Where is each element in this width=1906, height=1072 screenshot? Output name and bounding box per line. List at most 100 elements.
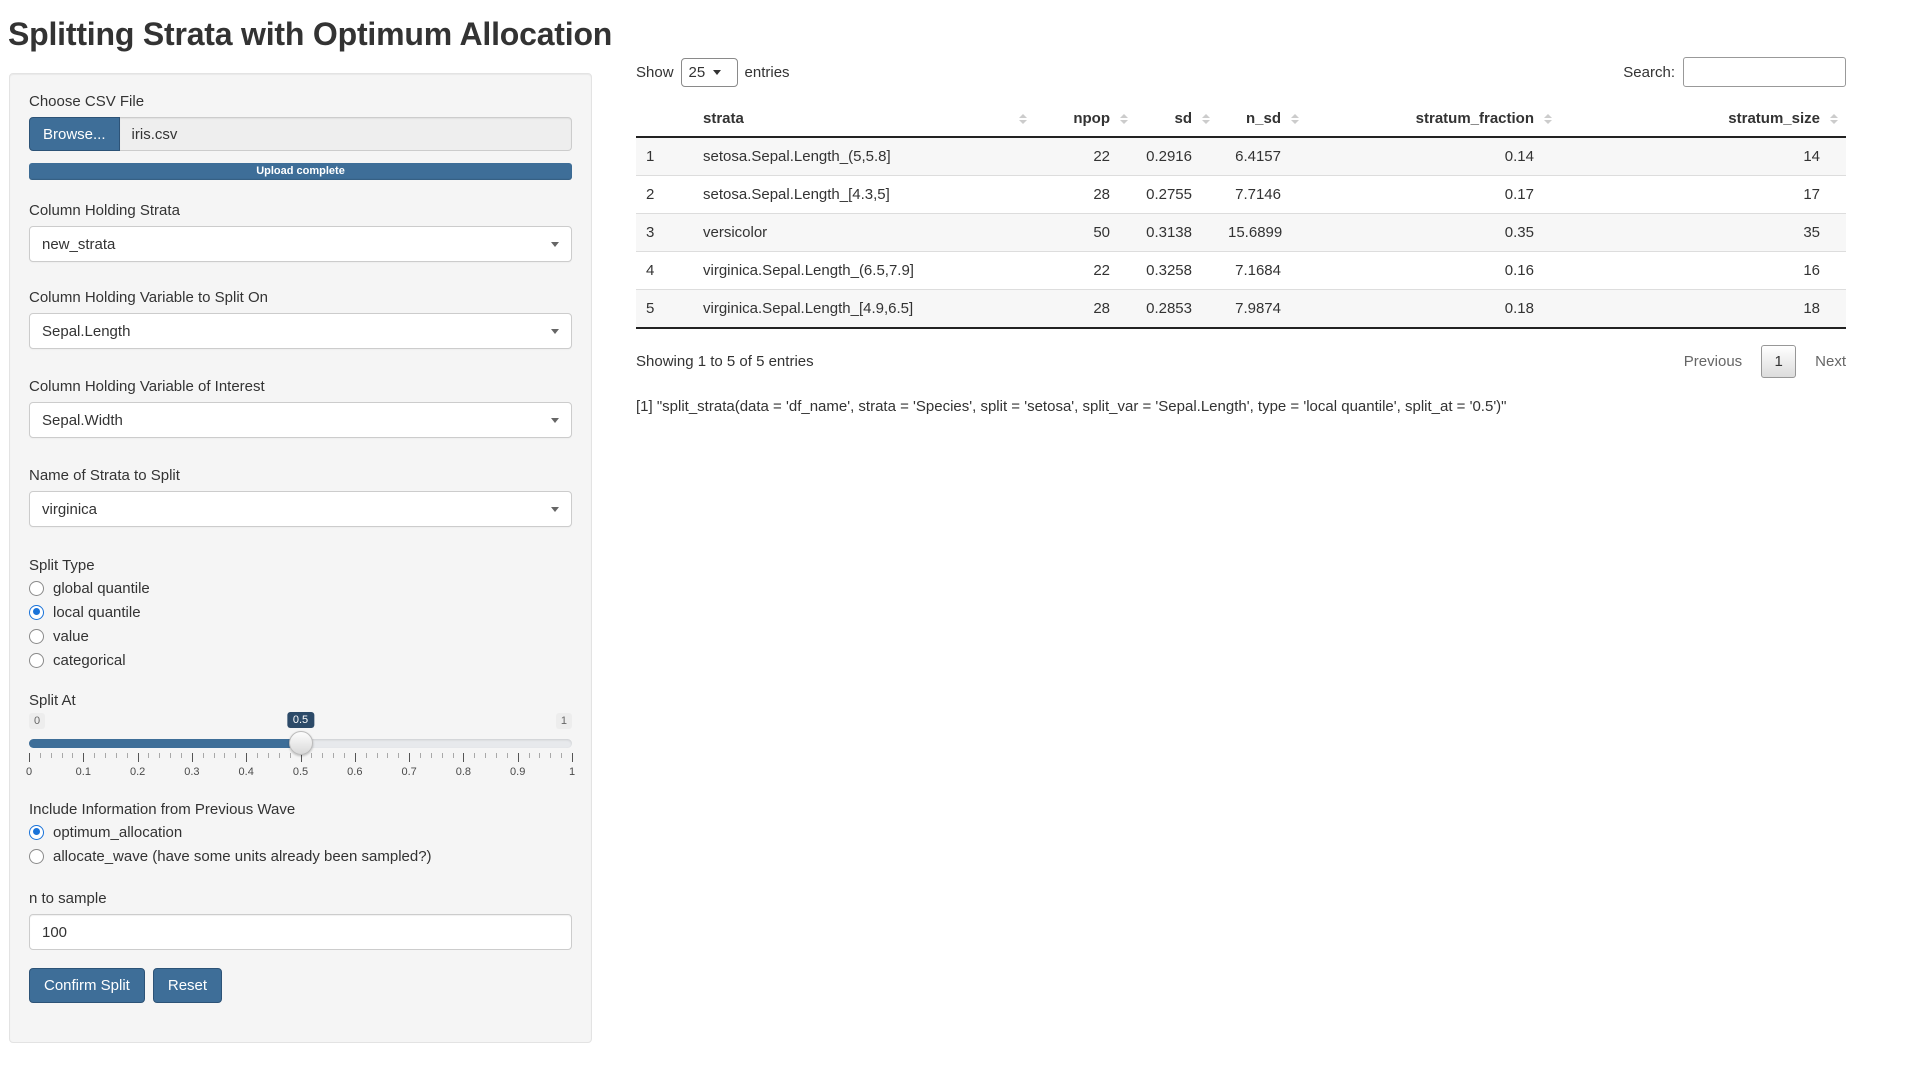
radio-icon[interactable] (29, 824, 44, 840)
slider-tick (213, 753, 215, 758)
slider-tick (159, 753, 161, 758)
radio-icon[interactable] (29, 604, 44, 620)
console-output: [1] "split_strata(data = 'df_name', stra… (636, 398, 1507, 415)
table-row: 1 setosa.Sepal.Length_(5,5.8] 22 0.2916 6.41… (636, 137, 1846, 176)
file-upload-label: Choose CSV File (29, 93, 145, 110)
slider-tick (528, 753, 530, 758)
row-index-cell: 2 (646, 186, 655, 203)
table-cell: setosa.Sepal.Length_(5,5.8] (703, 148, 891, 165)
slider-tick (148, 753, 150, 758)
column-header-stratum-size[interactable]: stratum_size (1560, 101, 1846, 137)
slider-tick (224, 753, 226, 758)
radio-optimum-allocation[interactable]: optimum_allocation (29, 820, 572, 844)
column-header-npop[interactable]: npop (1035, 101, 1136, 137)
current-page-button[interactable]: 1 (1761, 345, 1797, 378)
n-to-sample-input[interactable] (29, 914, 572, 950)
slider-tick (83, 753, 85, 762)
slider-tick (72, 753, 74, 758)
slider-tick (419, 753, 421, 758)
table-cell: 28 (1093, 186, 1110, 203)
strata-table: strata npop sd n_sd stratum_fraction str… (636, 101, 1846, 329)
table-row: 4 virginica.Sepal.Length_(6.5,7.9] 22 0.325… (636, 252, 1846, 290)
slider-fill (29, 739, 301, 748)
slider-grid: 0 0.1 0.2 0.3 0.4 0.5 0.6 0.7 0.8 0.9 1 (25, 753, 576, 783)
row-index-cell: 4 (646, 262, 655, 279)
sort-icon (1291, 113, 1299, 124)
page-length-control: Show 25 entries (636, 57, 790, 87)
page-length-select[interactable]: 25 (680, 57, 738, 87)
table-cell: 28 (1093, 300, 1110, 317)
slider-tick-label: 0 (25, 766, 33, 778)
slider-tick (430, 753, 432, 758)
wave-label: Include Information from Previous Wave (29, 801, 296, 818)
interest-var-select[interactable]: Sepal.Width (29, 402, 572, 438)
next-page-button[interactable]: Next (1815, 353, 1846, 370)
column-header-index[interactable] (636, 101, 693, 137)
slider-tick (387, 753, 389, 758)
entries-label: entries (744, 63, 790, 81)
table-cell: 50 (1093, 224, 1110, 241)
table-cell: 17 (1803, 186, 1820, 203)
column-header-n-sd[interactable]: n_sd (1218, 101, 1307, 137)
split-at-slider[interactable]: 0 1 0.5 0 0.1 0.2 0.3 0.4 0.5 0.6 0.7 0.8 0.9 1 (25, 712, 576, 785)
radio-value[interactable]: value (29, 624, 572, 648)
slider-tick (170, 753, 172, 758)
show-label: Show (636, 63, 674, 81)
radio-local-quantile[interactable]: local quantile (29, 600, 572, 624)
slider-tick (463, 753, 465, 762)
table-cell: 22 (1093, 148, 1110, 165)
reset-button[interactable]: Reset (152, 968, 223, 1003)
n-to-sample-label: n to sample (29, 890, 107, 907)
sidebar-panel: Choose CSV File Browse... iris.csv Uploa… (9, 73, 592, 1043)
page-length-value: 25 (688, 63, 706, 81)
slider-handle[interactable] (288, 731, 313, 755)
table-cell: 14 (1803, 148, 1820, 165)
slider-tick (343, 753, 345, 758)
table-body: 1 setosa.Sepal.Length_(5,5.8] 22 0.2916 6.41… (636, 137, 1846, 328)
confirm-split-button[interactable]: Confirm Split (29, 968, 145, 1003)
slider-tick-label: 0.4 (238, 766, 254, 778)
split-type-radio-group: global quantile local quantile value cat… (29, 576, 572, 672)
split-var-value: Sepal.Length (42, 322, 131, 340)
split-var-select[interactable]: Sepal.Length (29, 313, 572, 349)
slider-tick-label: 1 (568, 766, 576, 778)
row-index-cell: 3 (646, 224, 655, 241)
slider-tick (126, 753, 128, 758)
slider-tick (267, 753, 269, 758)
strata-name-select[interactable]: virginica (29, 491, 572, 527)
search-label: Search: (1623, 63, 1675, 81)
table-cell: 15.6899 (1228, 224, 1283, 241)
column-header-stratum-fraction[interactable]: stratum_fraction (1307, 101, 1560, 137)
sort-icon (1830, 113, 1838, 124)
slider-tick (485, 753, 487, 758)
split-at-label: Split At (29, 692, 76, 709)
column-header-strata[interactable]: strata (693, 101, 1035, 137)
radio-icon[interactable] (29, 628, 44, 644)
upload-progress-bar: Upload complete (29, 163, 572, 180)
slider-tick (137, 753, 139, 762)
search-input[interactable] (1683, 57, 1846, 87)
slider-tick-label: 0.3 (184, 766, 200, 778)
strata-column-value: new_strata (42, 235, 116, 253)
radio-global-quantile[interactable]: global quantile (29, 576, 572, 600)
wave-radio-group: optimum_allocation allocate_wave (have s… (29, 820, 572, 868)
radio-allocate-wave[interactable]: allocate_wave (have some units already b… (29, 844, 572, 868)
previous-page-button[interactable]: Previous (1683, 353, 1743, 370)
column-header-sd[interactable]: sd (1136, 101, 1218, 137)
radio-categorical[interactable]: categorical (29, 648, 572, 672)
radio-icon[interactable] (29, 652, 44, 668)
slider-tick (300, 753, 302, 762)
radio-icon[interactable] (29, 848, 44, 864)
radio-icon[interactable] (29, 580, 44, 596)
strata-column-select[interactable]: new_strata (29, 226, 572, 262)
results-panel: Show 25 entries Search: strata npop s (636, 55, 1846, 415)
slider-tick (115, 753, 117, 758)
slider-tick (572, 753, 573, 762)
slider-tick-label: 0.6 (347, 766, 363, 778)
table-row: 3 versicolor 50 0.3138 15.6899 0.35 35 (636, 213, 1846, 252)
sort-icon (1544, 113, 1552, 124)
table-cell: 7.9874 (1235, 300, 1281, 317)
slider-min-label: 0 (29, 713, 46, 729)
browse-button[interactable]: Browse... (29, 117, 120, 151)
slider-tick (322, 753, 324, 758)
